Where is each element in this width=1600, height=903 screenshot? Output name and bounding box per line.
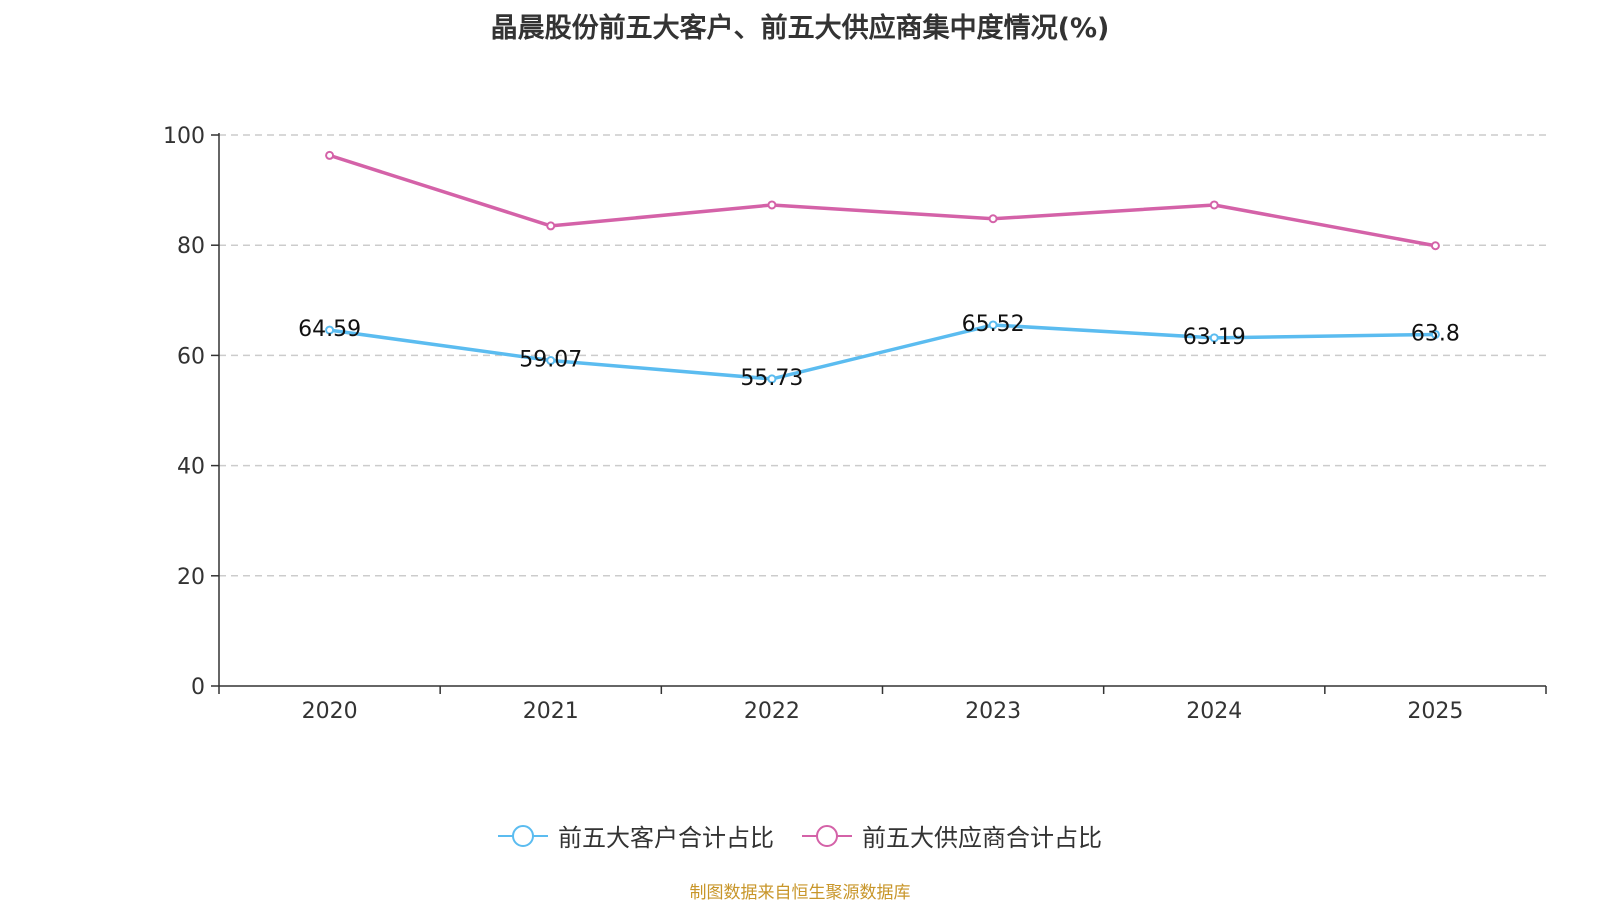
data-point xyxy=(988,320,998,330)
axes: 0 20 40 60 80 100 2020 2021 2022 2023 2024 2025 xyxy=(163,124,1547,724)
data-label: 65.52 xyxy=(962,312,1025,337)
data-point xyxy=(546,221,556,231)
x-tick-label: 2020 xyxy=(302,699,358,724)
x-tick-label: 2025 xyxy=(1407,699,1463,724)
data-point xyxy=(767,374,777,384)
data-point xyxy=(325,150,335,160)
data-point xyxy=(1209,333,1219,343)
x-tick-label: 2021 xyxy=(523,699,579,724)
data-point xyxy=(325,325,335,335)
data-label: 64.59 xyxy=(298,317,361,342)
legend-label-customers: 前五大客户合计占比 xyxy=(558,824,774,852)
data-point xyxy=(1430,329,1440,339)
legend: 前五大客户合计占比 前五大供应商合计占比 xyxy=(0,818,1600,853)
chart-title: 晶晨股份前五大客户、前五大供应商集中度情况(%) xyxy=(490,13,1110,44)
data-point xyxy=(1209,200,1219,210)
data-label: 55.73 xyxy=(740,366,803,391)
x-tick-label: 2022 xyxy=(744,699,800,724)
series-line-0 xyxy=(329,323,1436,381)
data-label: 63.19 xyxy=(1183,325,1246,350)
legend-item-suppliers[interactable]: 前五大供应商合计占比 xyxy=(802,818,1102,853)
data-point xyxy=(988,214,998,224)
y-tick-label: 40 xyxy=(177,455,205,480)
legend-marker-customers-icon xyxy=(498,824,548,847)
data-point xyxy=(546,356,556,366)
series-lines xyxy=(325,150,1440,384)
legend-item-customers[interactable]: 前五大客户合计占比 xyxy=(498,818,774,853)
legend-label-suppliers: 前五大供应商合计占比 xyxy=(862,824,1102,852)
data-labels: 64.59 59.07 55.73 65.52 63.19 63.8 xyxy=(298,312,1460,391)
data-point xyxy=(1430,241,1440,251)
y-tick-label: 0 xyxy=(191,675,205,700)
data-label: 59.07 xyxy=(519,348,582,373)
x-tick-label: 2024 xyxy=(1186,699,1242,724)
x-tick-label: 2023 xyxy=(965,699,1021,724)
grid-lines xyxy=(219,134,1546,577)
y-tick-label: 80 xyxy=(177,234,205,259)
data-point xyxy=(767,200,777,210)
source-note: 制图数据来自恒生聚源数据库 xyxy=(689,883,911,903)
y-tick-label: 60 xyxy=(177,344,205,369)
series-line-1 xyxy=(329,153,1436,248)
y-tick-label: 20 xyxy=(177,565,205,590)
data-label: 63.8 xyxy=(1411,321,1460,346)
legend-marker-suppliers-icon xyxy=(802,824,852,847)
y-tick-label: 100 xyxy=(163,124,205,149)
